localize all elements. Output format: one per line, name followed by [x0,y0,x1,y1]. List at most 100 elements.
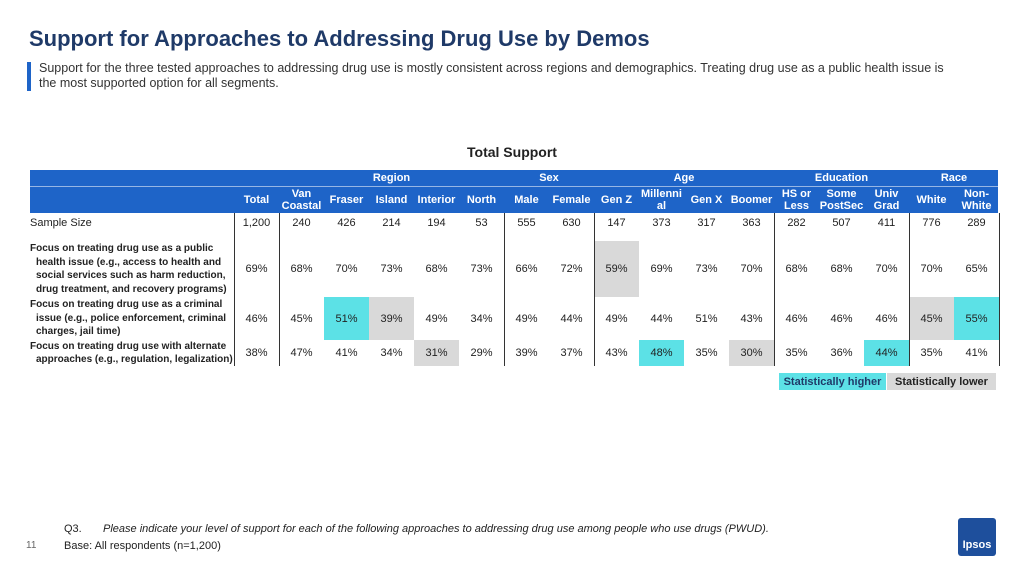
cell: 555 [517,217,536,229]
cell: 1,200 [242,217,271,229]
row-label: Sample Size [30,217,92,229]
cell: 72% [560,263,583,275]
column-header: Fraser [329,194,364,206]
column-header: Interior [417,194,456,206]
column-header: Total [243,194,270,206]
legend-item: Statistically higher [779,373,886,390]
column-header: Female [552,194,591,206]
cell: 34% [380,347,403,359]
cell: 73% [380,263,403,275]
cell: 51% [324,297,369,340]
cell: 46% [785,312,808,325]
column-header: Island [375,194,408,206]
question: Please indicate your level of support fo… [103,523,769,535]
column-separator [234,213,235,366]
column-header: Gen X [690,194,723,206]
legend-item: Statistically lower [887,373,996,390]
cell: 214 [382,217,401,229]
cell: 59% [594,241,639,297]
cell: 147 [607,217,626,229]
column-header: Van Coastal [281,188,322,212]
column-header: Boomer [730,194,773,206]
base: Base: All respondents (n=1,200) [64,540,221,552]
cell: 66% [515,263,538,275]
cell: 363 [742,217,761,229]
cell: 70% [740,263,763,275]
cell: 44% [560,312,583,325]
cell: 73% [470,263,493,275]
group-header: Race [940,172,968,184]
cell: 70% [875,263,898,275]
cell: 46% [830,312,853,325]
cell: 317 [697,217,716,229]
cell: 776 [922,217,941,229]
cell: 68% [830,263,853,275]
cell: 44% [864,340,909,366]
column-header: Univ Grad [873,188,900,212]
cell: 69% [650,263,673,275]
cell: 38% [245,347,268,359]
cell: 55% [954,297,999,340]
cell: 47% [290,347,313,359]
cell: 45% [290,312,313,325]
cell: 48% [639,340,684,366]
cell: 194 [427,217,446,229]
cell: 35% [695,347,718,359]
cell: 31% [414,340,459,366]
header-band [30,170,998,213]
row-label: Focus on treating drug use with alternat… [30,340,233,366]
accent-bar [27,62,31,91]
cell: 68% [425,263,448,275]
cell: 70% [335,263,358,275]
column-header: Millennial [641,188,682,212]
column-separator [999,213,1000,366]
cell: 630 [562,217,581,229]
question-number: Q3. [64,523,82,535]
column-separator [594,213,595,366]
group-header: Sex [539,172,559,184]
cell: 49% [605,312,628,325]
group-header: Education [814,172,869,184]
cell: 36% [830,347,853,359]
column-header: HS or Less [781,188,812,212]
column-header: Gen Z [600,194,633,206]
cell: 65% [965,263,988,275]
cell: 41% [965,347,988,359]
cell: 51% [695,312,718,325]
cell: 373 [652,217,671,229]
column-header: Some PostSec [819,188,864,212]
cell: 70% [920,263,943,275]
table-title: Total Support [467,144,557,160]
column-header: North [466,194,497,206]
logo: Ipsos [958,518,996,556]
cell: 45% [909,297,954,340]
cell: 44% [650,312,673,325]
cell: 34% [470,312,493,325]
column-separator [279,213,280,366]
cell: 411 [877,217,896,229]
cell: 53 [475,217,488,229]
cell: 35% [785,347,808,359]
cell: 29% [470,347,493,359]
cell: 39% [369,297,414,340]
column-header: Non-White [961,188,992,212]
cell: 73% [695,263,718,275]
cell: 37% [560,347,583,359]
title: Support for Approaches to Addressing Dru… [29,26,650,51]
cell: 46% [875,312,898,325]
row-label: Focus on treating drug use as a public h… [30,243,227,295]
cell: 30% [729,340,774,366]
group-header: Age [673,172,695,184]
cell: 39% [515,347,538,359]
cell: 507 [832,217,851,229]
cell: 43% [740,312,763,325]
page-number: 11 [26,540,37,551]
header-divider [30,186,998,187]
cell: 68% [785,263,808,275]
column-separator [774,213,775,366]
column-separator [504,213,505,366]
cell: 43% [605,347,628,359]
cell: 240 [292,217,311,229]
cell: 68% [290,263,313,275]
